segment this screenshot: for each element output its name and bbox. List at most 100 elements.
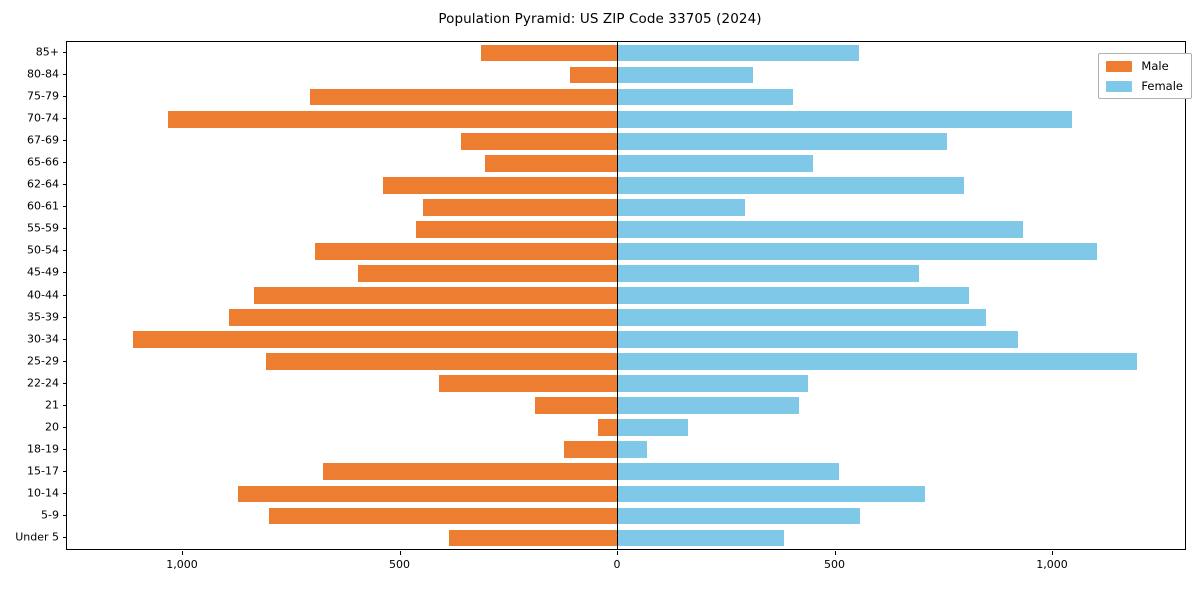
bar-female (618, 331, 1019, 348)
bar-male (439, 375, 635, 393)
y-axis-tick-mark (62, 360, 66, 362)
chart-legend: Male Female (1098, 53, 1192, 99)
pyramid-row (67, 397, 1185, 415)
bar-female (618, 397, 799, 415)
plot-inner (67, 42, 1185, 549)
bar-female (618, 88, 793, 106)
pyramid-row (67, 132, 1185, 150)
y-axis-tick-mark (62, 74, 66, 76)
bar-female (618, 220, 1023, 238)
pyramid-row (67, 88, 1185, 106)
y-axis-tick-label: 45-49 (27, 265, 59, 279)
pyramid-row (67, 110, 1185, 128)
y-axis-tick-label: 20 (45, 420, 59, 434)
bar-female (618, 287, 970, 304)
bar-male (448, 529, 635, 547)
pyramid-row (67, 243, 1185, 260)
y-axis-tick-label: 65-66 (27, 155, 59, 169)
y-axis-tick-mark (62, 96, 66, 98)
y-axis-tick-mark (62, 316, 66, 318)
pyramid-row (67, 198, 1185, 216)
y-axis-tick-label: 80-84 (27, 67, 59, 81)
bar-male (423, 198, 635, 216)
y-axis-tick-mark (62, 382, 66, 384)
x-axis-tick-label: 500 (824, 558, 845, 571)
pyramid-row (67, 485, 1185, 503)
y-axis-tick-label: 55-59 (27, 221, 59, 235)
legend-swatch-icon (1106, 60, 1133, 72)
bar-female (618, 265, 920, 282)
bar-male (481, 44, 635, 62)
bar-male (229, 309, 635, 326)
y-axis-tick-mark (62, 536, 66, 538)
y-axis-tick-label: 30-34 (27, 332, 59, 346)
x-axis-tick-label: 0 (613, 558, 621, 571)
bar-male (357, 265, 635, 282)
y-axis-tick-label: 75-79 (27, 89, 59, 103)
bar-male (323, 463, 635, 481)
y-axis-tick-label: 15-17 (27, 464, 59, 478)
bar-female (618, 110, 1073, 128)
pyramid-row (67, 265, 1185, 282)
pyramid-row (67, 353, 1185, 370)
pyramid-row (67, 154, 1185, 172)
pyramid-row (67, 287, 1185, 304)
bar-male (484, 154, 635, 172)
bar-female (618, 485, 926, 503)
y-axis-tick-mark (62, 52, 66, 54)
pyramid-row (67, 463, 1185, 481)
y-axis-tick-label: 67-69 (27, 133, 59, 147)
bar-female (618, 529, 785, 547)
bar-female (618, 66, 753, 84)
y-axis-tick-mark (62, 140, 66, 142)
y-axis-tick-label: 5-9 (41, 508, 59, 522)
legend-swatch-icon (1106, 80, 1133, 92)
y-axis-tick-mark (62, 184, 66, 186)
y-axis-tick-mark (62, 426, 66, 428)
bar-female (618, 198, 746, 216)
y-axis-tick-label: 70-74 (27, 111, 59, 125)
y-axis-tick-label: 25-29 (27, 354, 59, 368)
x-axis-tick-mark (834, 551, 836, 555)
y-axis-tick-label: 60-61 (27, 199, 59, 213)
bar-male (237, 485, 635, 503)
bar-male (383, 176, 635, 194)
x-axis-tick-label: 1,000 (1036, 558, 1068, 571)
pyramid-row (67, 507, 1185, 525)
bar-female (618, 353, 1137, 370)
legend-item[interactable]: Male (1106, 59, 1183, 73)
x-axis-tick-mark (1052, 551, 1053, 555)
y-axis-tick-mark (62, 338, 66, 340)
bar-female (618, 463, 839, 481)
chart-title: Population Pyramid: US ZIP Code 33705 (2… (438, 11, 762, 27)
bar-male (416, 220, 635, 238)
y-axis-tick-label: 40-44 (27, 288, 59, 301)
pyramid-row (67, 44, 1185, 62)
bar-female (618, 154, 813, 172)
bar-male (167, 110, 635, 128)
bar-female (618, 419, 689, 437)
plot-area: 1,000 500 0 500 1,000 (66, 41, 1186, 571)
bar-male (461, 132, 635, 150)
y-axis-tick-mark (62, 228, 66, 230)
y-axis-tick-mark (62, 206, 66, 208)
x-axis-tick-label: 500 (389, 558, 410, 571)
bar-male (133, 331, 635, 348)
x-axis-tick-mark (182, 551, 183, 555)
y-axis-tick-label: 18-19 (27, 442, 59, 456)
legend-item[interactable]: Female (1106, 79, 1183, 93)
x-axis-tick-label: 1,000 (166, 558, 198, 571)
y-axis-tick-mark (62, 514, 66, 516)
x-axis-tick-mark (617, 551, 618, 555)
y-axis-tick-mark (62, 492, 66, 494)
pyramid-row (67, 176, 1185, 194)
bar-male (314, 243, 635, 260)
x-axis-tick-mark (399, 551, 401, 555)
y-axis-tick-mark (62, 118, 66, 120)
y-axis-tick-mark (62, 250, 66, 252)
pyramid-row (67, 375, 1185, 393)
y-axis-tick-mark (62, 404, 66, 406)
pyramid-row (67, 309, 1185, 326)
pyramid-row (67, 66, 1185, 84)
